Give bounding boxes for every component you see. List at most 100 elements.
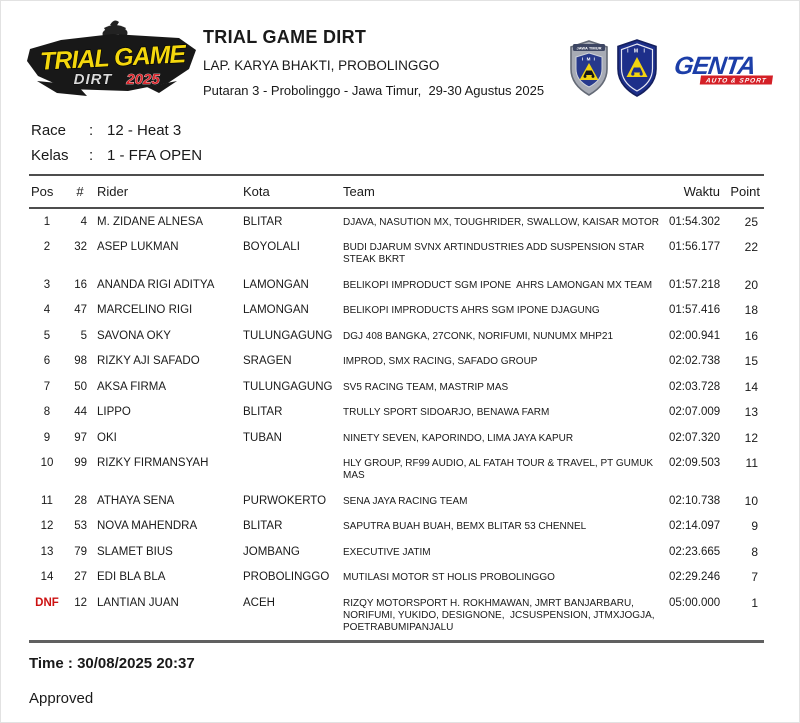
cell-kota: BLITAR bbox=[243, 520, 283, 532]
cell-waktu: 01:57.218 bbox=[669, 278, 721, 291]
cell-pos: 11 bbox=[41, 494, 53, 507]
kelas-row: Kelas : 1 - FFA OPEN bbox=[31, 143, 799, 168]
cell-waktu: 02:00.941 bbox=[669, 329, 721, 342]
timestamp-line: Time : 30/08/2025 20:37 bbox=[29, 655, 799, 672]
cell-pos: 14 bbox=[40, 571, 54, 583]
cell-pos: DNF bbox=[35, 596, 59, 609]
cell-point: 1 bbox=[751, 595, 758, 610]
cell-rider: RIZKY FIRMANSYAH bbox=[97, 457, 209, 469]
cell-waktu: 01:54.302 bbox=[669, 215, 721, 228]
cell-number: 50 bbox=[74, 380, 87, 393]
cell-pos: 7 bbox=[43, 380, 51, 393]
cell-number: 16 bbox=[74, 278, 87, 291]
cell-point: 15 bbox=[744, 354, 758, 368]
table-header-row: Pos # Rider Kota Team Waktu Point bbox=[29, 174, 764, 209]
table-row: 10 99 RIZKY FIRMANSYAH HLY GROUP, RF99 A… bbox=[29, 451, 764, 489]
time-value: 30/08/2025 20:37 bbox=[77, 654, 195, 672]
table-row: 3 16 ANANDA RIGI ADITYA LAMONGAN BELIKOP… bbox=[29, 272, 764, 298]
table-row: 1 4 M. ZIDANE ALNESA BLITAR DJAVA, NASUT… bbox=[29, 208, 764, 235]
cell-rider: LIPPO bbox=[97, 406, 131, 418]
kelas-label: Kelas bbox=[31, 147, 69, 164]
table-row: 11 28 ATHAYA SENA PURWOKERTO SENA JAYA R… bbox=[29, 488, 764, 514]
cell-rider: AKSA FIRMA bbox=[97, 380, 167, 393]
cell-number: 79 bbox=[74, 545, 87, 558]
genta-name-text: GENTA bbox=[672, 52, 757, 80]
cell-waktu: 01:57.416 bbox=[669, 304, 721, 316]
cell-team: HLY GROUP, RF99 AUDIO, AL FATAH TOUR & T… bbox=[343, 458, 656, 481]
cell-rider: ASEP LUKMAN bbox=[97, 241, 179, 253]
cell-number: 47 bbox=[74, 304, 87, 316]
cell-waktu: 02:09.503 bbox=[669, 457, 721, 469]
cell-pos: 3 bbox=[43, 278, 51, 291]
cell-waktu: 02:07.320 bbox=[669, 431, 721, 444]
cell-team: IMPROD, SMX RACING, SAFADO GROUP bbox=[343, 356, 538, 367]
cell-pos: 9 bbox=[43, 431, 51, 444]
cell-number: 53 bbox=[74, 520, 87, 532]
cell-rider: OKI bbox=[97, 431, 117, 444]
cell-rider: M. ZIDANE ALNESA bbox=[97, 215, 204, 228]
cell-team: RIZQY MOTORSPORT H. ROKHMAWAN, JMRT BANJ… bbox=[343, 597, 658, 633]
event-info-line: Putaran 3 - Probolinggo - Jawa Timur, 29… bbox=[203, 83, 545, 98]
cell-team: SV5 RACING TEAM, MASTRIP MAS bbox=[343, 381, 509, 393]
cell-number: 27 bbox=[74, 571, 87, 583]
cell-team: DGJ 408 BANGKA, 27CONK, NORIFUMI, NUNUMX… bbox=[343, 330, 614, 342]
cell-number: 4 bbox=[80, 215, 87, 228]
badge-region-text: JAWA TIMUR bbox=[577, 46, 602, 51]
cell-waktu: 02:03.728 bbox=[669, 380, 721, 393]
col-header-number: # bbox=[65, 174, 95, 209]
col-header-kota: Kota bbox=[241, 174, 341, 209]
cell-rider: EDI BLA BLA bbox=[97, 571, 166, 583]
cell-kota: BLITAR bbox=[243, 215, 283, 228]
race-info: Race : 12 - Heat 3 Kelas : 1 - FFA OPEN bbox=[1, 104, 799, 168]
cell-point: 11 bbox=[745, 456, 758, 470]
table-row: 4 47 MARCELINO RIGI LAMONGAN BELIKOPI IM… bbox=[29, 298, 764, 324]
cell-point: 20 bbox=[744, 277, 758, 292]
cell-kota: JOMBANG bbox=[243, 545, 300, 558]
badge-emblem-icon bbox=[583, 70, 595, 78]
cell-pos: 8 bbox=[43, 406, 51, 418]
badge-emblem-icon bbox=[631, 67, 643, 76]
cell-number: 28 bbox=[74, 494, 87, 507]
cell-team: NINETY SEVEN, KAPORINDO, LIMA JAYA KAPUR bbox=[343, 432, 574, 444]
cell-kota: LAMONGAN bbox=[243, 278, 309, 291]
cell-kota: TULUNGAGUNG bbox=[243, 380, 333, 393]
cell-point: 10 bbox=[744, 493, 758, 508]
race-row: Race : 12 - Heat 3 bbox=[31, 118, 799, 143]
footer: Time : 30/08/2025 20:37 Approved bbox=[1, 643, 799, 707]
col-header-rider: Rider bbox=[95, 174, 241, 209]
cell-number: 44 bbox=[74, 406, 87, 418]
genta-logo-icon: GENTA AUTO & SPORT bbox=[672, 51, 773, 85]
cell-kota: BOYOLALI bbox=[243, 241, 300, 253]
table-row: 13 79 SLAMET BIUS JOMBANG EXECUTIVE JATI… bbox=[29, 539, 764, 565]
kelas-value: 1 - FFA OPEN bbox=[107, 147, 203, 164]
cell-pos: 13 bbox=[40, 545, 54, 558]
cell-number: 97 bbox=[74, 431, 87, 444]
cell-waktu: 02:23.665 bbox=[669, 545, 721, 558]
col-header-team: Team bbox=[341, 174, 669, 209]
cell-kota: LAMONGAN bbox=[243, 304, 309, 316]
venue-line: LAP. KARYA BHAKTI, PROBOLINGGO bbox=[203, 58, 440, 73]
race-colon: : bbox=[89, 122, 94, 139]
results-table-wrap: Pos # Rider Kota Team Waktu Point 1 4 M.… bbox=[1, 174, 799, 643]
cell-team: BELIKOPI IMPRODUCTS AHRS SGM IPONE DJAGU… bbox=[343, 305, 600, 316]
cell-kota: PROBOLINGGO bbox=[243, 571, 330, 583]
race-value: 12 - Heat 3 bbox=[107, 122, 182, 139]
table-row: 8 44 LIPPO BLITAR TRULLY SPORT SIDOARJO,… bbox=[29, 400, 764, 426]
cell-rider: ANANDA RIGI ADITYA bbox=[97, 278, 215, 291]
cell-point: 14 bbox=[744, 379, 758, 394]
cell-point: 9 bbox=[751, 519, 758, 533]
cell-team: MUTILASI MOTOR ST HOLIS PROBOLINGGO bbox=[343, 572, 555, 583]
table-row: 5 5 SAVONA OKY TULUNGAGUNG DGJ 408 BANGK… bbox=[29, 323, 764, 349]
genta-tagline-text: AUTO & SPORT bbox=[704, 78, 767, 85]
cell-pos: 1 bbox=[43, 215, 51, 228]
cell-waktu: 02:10.738 bbox=[669, 494, 721, 507]
results-table: Pos # Rider Kota Team Waktu Point 1 4 M.… bbox=[29, 174, 764, 643]
logo-year-text: 2025 bbox=[125, 71, 160, 88]
cell-waktu: 02:07.009 bbox=[669, 406, 721, 418]
cell-rider: RIZKY AJI SAFADO bbox=[97, 355, 200, 367]
cell-number: 12 bbox=[74, 596, 87, 609]
cell-pos: 2 bbox=[43, 241, 51, 253]
header: TRIAL GAME DIRT 2025 TRIAL GAME DIRT LAP… bbox=[1, 1, 799, 104]
cell-rider: ATHAYA SENA bbox=[97, 494, 175, 507]
